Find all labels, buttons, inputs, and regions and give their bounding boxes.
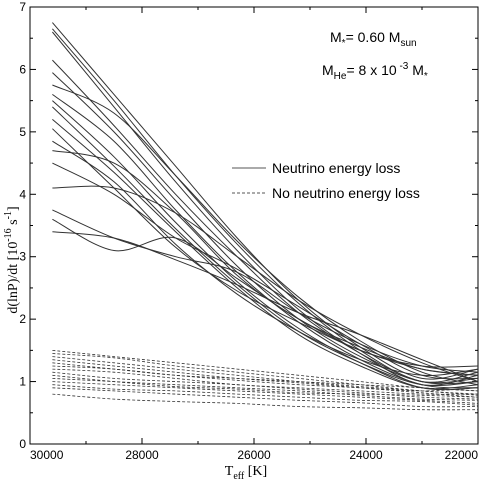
series-line-solid-14 <box>52 218 479 368</box>
y-tick-label: 6 <box>19 62 26 76</box>
series-line-solid-15 <box>52 231 479 383</box>
annotation-helium: MHe= 8 x 10 -3 M* <box>322 61 428 82</box>
series-line-solid-12 <box>52 185 479 383</box>
series-line-solid-13 <box>52 209 479 373</box>
legend-label-dashed: No neutrino energy loss <box>272 185 420 201</box>
y-axis-title-sup2: -1 <box>3 211 14 219</box>
y-axis-title-main: d(lnP)/dt [10 <box>6 242 21 314</box>
x-axis-title-unit: [K] <box>244 464 267 479</box>
x-tick-label: 26000 <box>237 448 271 462</box>
y-tick-label: 4 <box>19 187 26 201</box>
annotation-mass: M*= 0.60 Msun <box>330 29 417 49</box>
legend-label-solid: Neutrino energy loss <box>272 160 400 176</box>
series-line-dashed-28 <box>52 387 479 408</box>
series-line-dashed-26 <box>52 381 479 404</box>
x-axis-title: Teff [K] <box>225 464 267 482</box>
x-tick-label: 28000 <box>125 448 159 462</box>
series-line-solid-17 <box>52 106 479 387</box>
series-line-solid-16 <box>52 128 479 376</box>
series-layer <box>52 22 479 411</box>
y-axis-title-tail: s <box>6 219 21 228</box>
x-axis-title-main: T <box>225 464 234 479</box>
series-line-solid-3 <box>52 59 479 385</box>
y-tick-label: 3 <box>19 250 26 264</box>
x-tick-label: 30000 <box>30 448 64 462</box>
series-line-dashed-21 <box>52 359 479 398</box>
x-tick-label: 22000 <box>445 448 479 462</box>
series-line-solid-6 <box>52 94 479 389</box>
x-axis-title-sub: eff <box>233 471 245 482</box>
legend: Neutrino energy loss No neutrino energy … <box>232 160 420 201</box>
y-axis-title: d(lnP)/dt [10-16 s-1] <box>3 206 21 313</box>
series-line-dashed-29 <box>52 393 479 411</box>
y-tick-label: 0 <box>19 437 26 451</box>
y-tick-label: 1 <box>19 375 26 389</box>
series-line-dashed-24 <box>52 371 479 400</box>
y-tick-label: 5 <box>19 125 26 139</box>
x-tick-label: 24000 <box>349 448 383 462</box>
series-line-solid-8 <box>52 119 479 390</box>
y-tick-label: 7 <box>19 0 26 14</box>
series-line-dashed-30 <box>52 365 479 392</box>
series-line-solid-7 <box>52 100 479 391</box>
series-line-solid-11 <box>52 162 479 380</box>
series-line-solid-9 <box>52 140 479 377</box>
y-axis-title-sup: -16 <box>3 228 14 241</box>
series-line-solid-5 <box>52 84 479 386</box>
y-axis-title-close: ] <box>6 206 21 211</box>
series-line-dashed-27 <box>52 384 479 406</box>
y-tick-label: 2 <box>19 312 26 326</box>
ticks: 30000 28000 26000 24000 22000 0 1 2 3 4 5 6 7 <box>19 0 479 462</box>
series-line-dashed-31 <box>52 374 479 398</box>
